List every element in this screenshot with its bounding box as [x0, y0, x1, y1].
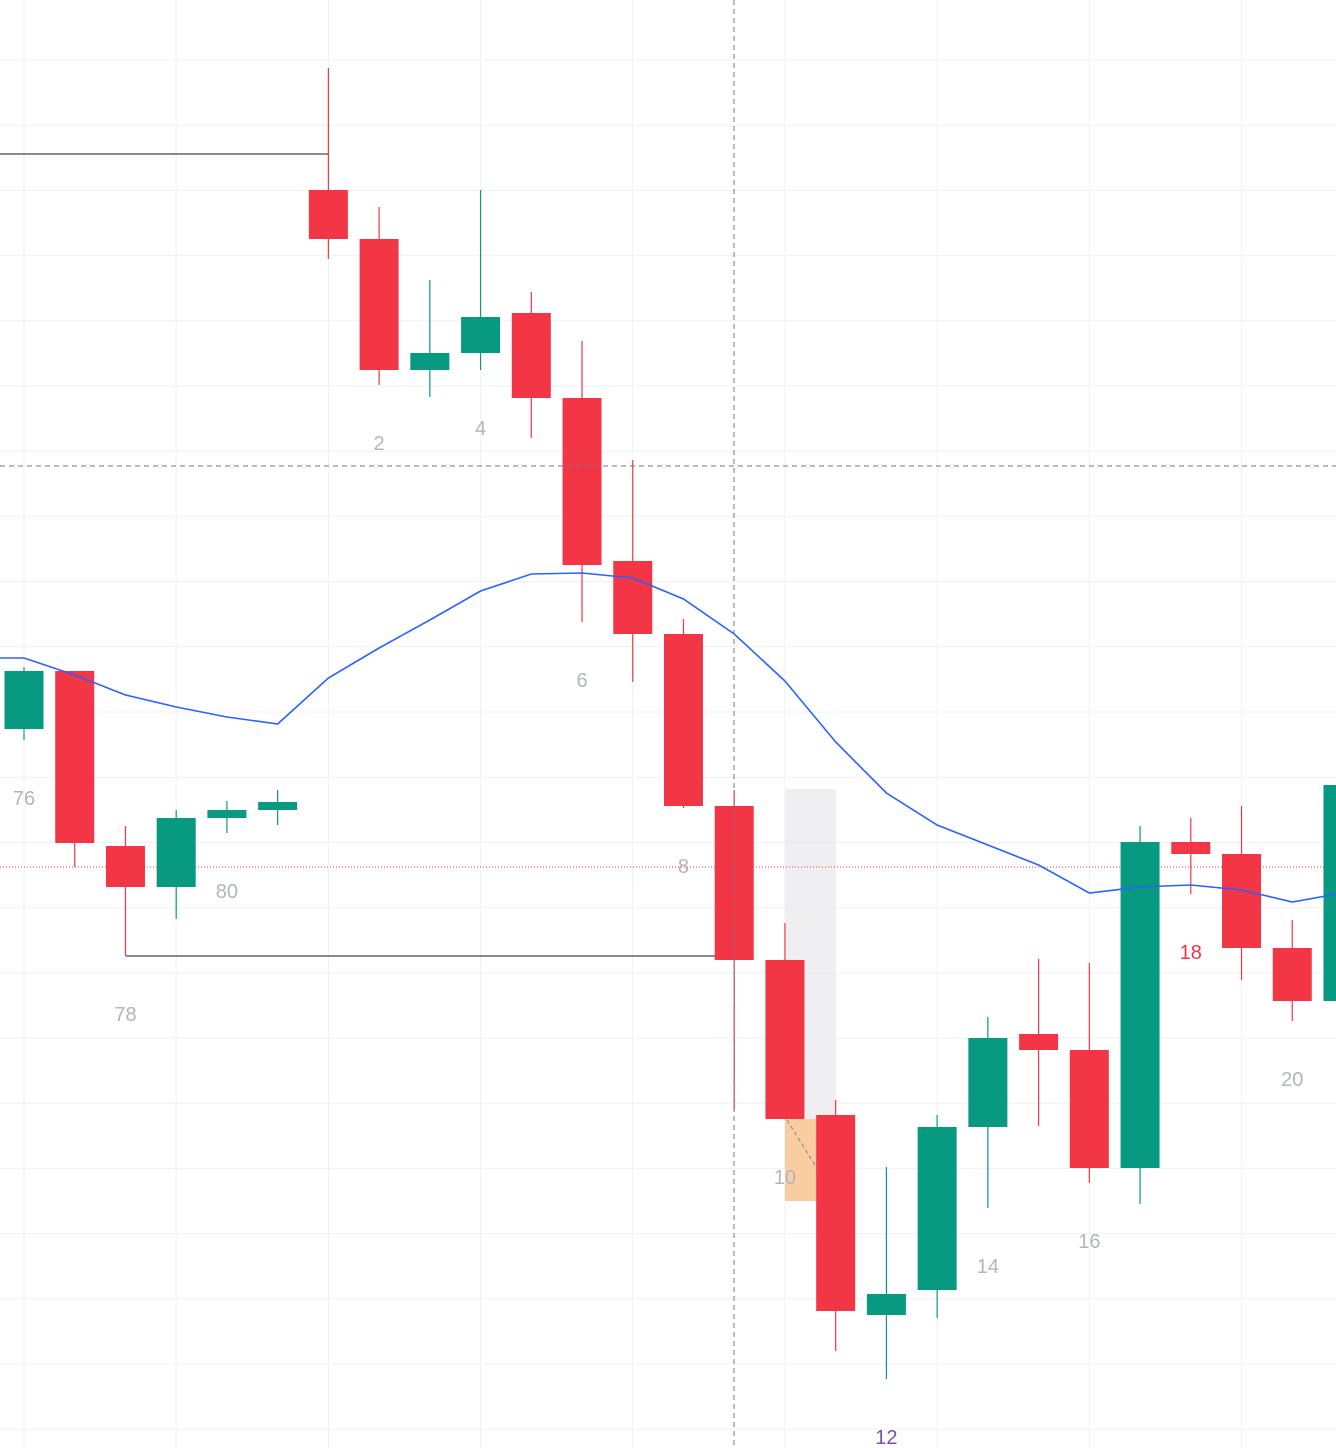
candle-body: [359, 239, 399, 370]
candle-body: [613, 561, 653, 634]
bar-label: 8: [678, 856, 689, 878]
candle-body: [1222, 854, 1262, 948]
candle-body: [968, 1038, 1008, 1127]
candle-body: [156, 818, 196, 887]
projection-line: [786, 1119, 819, 1171]
bar-label: 20: [1281, 1069, 1303, 1091]
bar-label: 6: [576, 670, 587, 692]
candle-body: [461, 317, 501, 353]
bar-label: 76: [13, 788, 35, 810]
bar-label: 78: [114, 1004, 136, 1026]
candle-body: [1019, 1034, 1059, 1050]
candle-body: [765, 960, 805, 1119]
candle-body: [308, 190, 348, 239]
candle-body: [410, 353, 450, 370]
candle-body: [816, 1115, 856, 1311]
candle-body: [1069, 1050, 1109, 1168]
plot: 76 78 80 2 4 6 8 10 12 14 16 18 20: [0, 68, 1336, 1448]
candle-body: [4, 671, 44, 729]
projection-box: [785, 1119, 817, 1201]
candle-body: [663, 634, 703, 806]
bar-label: 10: [774, 1167, 796, 1189]
candle-body: [562, 398, 602, 565]
candle-body: [1323, 785, 1336, 1001]
candle-body: [1120, 842, 1160, 1168]
bar-label: 14: [977, 1256, 999, 1278]
bar-label: 18: [1180, 942, 1202, 964]
candle-body: [105, 846, 145, 887]
candle-body: [207, 810, 247, 818]
candle-body: [511, 313, 551, 398]
bar-label: 2: [374, 433, 385, 455]
candle-body: [1272, 948, 1312, 1001]
candle-body: [258, 802, 298, 810]
candle-body: [55, 671, 95, 843]
candle-body: [917, 1127, 957, 1290]
bar-label: 16: [1078, 1231, 1100, 1253]
bar-label: 4: [475, 418, 486, 440]
candle-body: [866, 1294, 906, 1315]
bar-label: 12: [875, 1427, 897, 1448]
moving-average-line: [0, 572, 1336, 903]
bar-label: 80: [216, 881, 238, 903]
candle-body: [1171, 842, 1211, 854]
